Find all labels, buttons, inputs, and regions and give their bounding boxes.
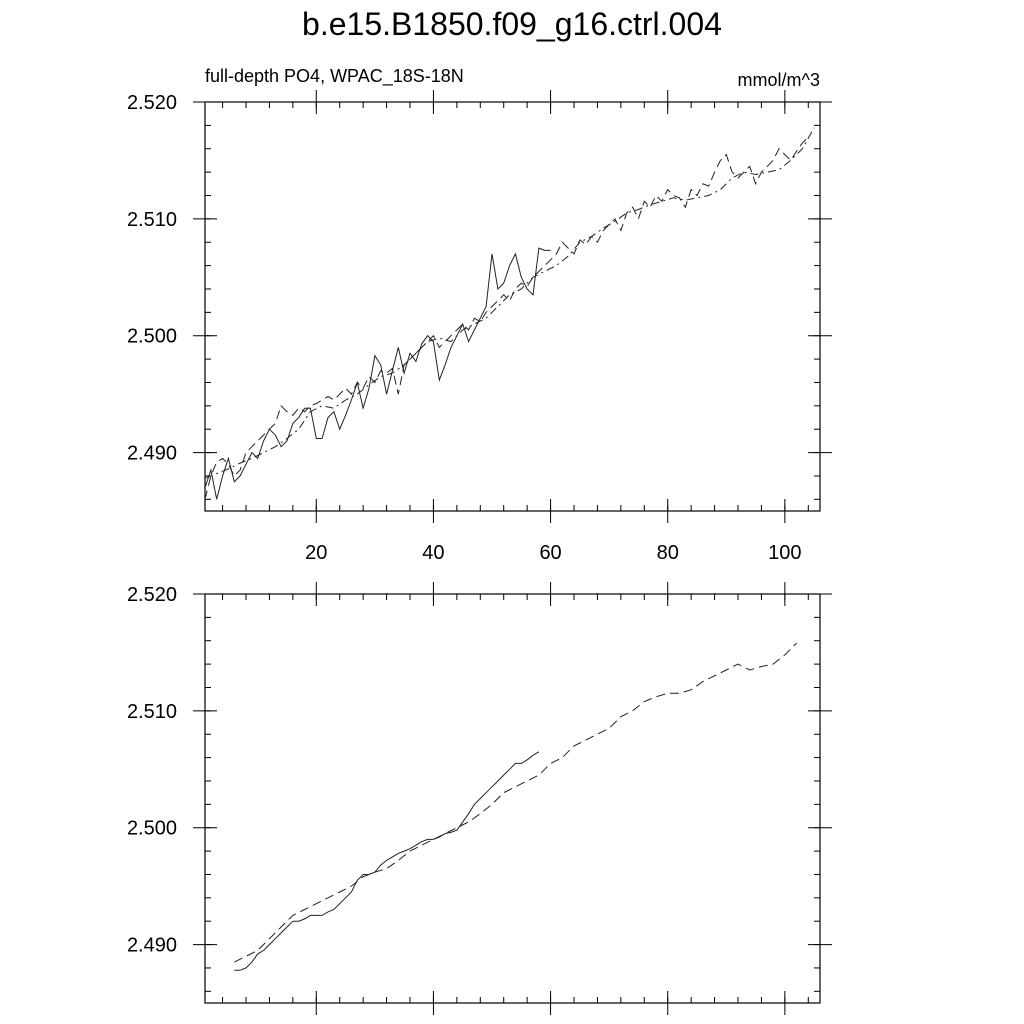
units-label: mmol/m^3: [737, 70, 820, 90]
x-tick-label: 60: [539, 542, 561, 564]
y-tick-label: 2.490: [127, 443, 177, 465]
y-tick-label: 2.490: [127, 935, 177, 957]
series-line-dashed: [234, 642, 797, 963]
y-tick-label: 2.510: [127, 209, 177, 231]
x-tick-label: 80: [657, 542, 679, 564]
y-tick-label: 2.510: [127, 701, 177, 723]
series-line-dash-dot: [204, 127, 815, 479]
plot-frame: [204, 593, 821, 1004]
y-tick-label: 2.500: [127, 326, 177, 348]
x-tick-label: 100: [768, 542, 801, 564]
bottom-panel: 2.490 2.500 2.510 2.520: [127, 582, 832, 1015]
variable-region-label: full-depth PO4, WPAC_18S-18N: [205, 66, 464, 86]
series-line-solid: [204, 247, 551, 500]
x-tick-label: 20: [305, 542, 327, 564]
y-tick-label: 2.520: [127, 584, 177, 606]
series-line-dashed: [204, 136, 809, 500]
figure-title: b.e15.B1850.f09_g16.ctrl.004: [302, 6, 722, 42]
series-line-solid: [234, 751, 540, 971]
top-panel: 2.490 2.500 2.510 2.520 20 40 60 80 100: [127, 90, 832, 564]
y-tick-label: 2.500: [127, 818, 177, 840]
plot-frame: [204, 101, 821, 512]
x-tick-label: 40: [422, 542, 444, 564]
y-tick-label: 2.520: [127, 92, 177, 114]
